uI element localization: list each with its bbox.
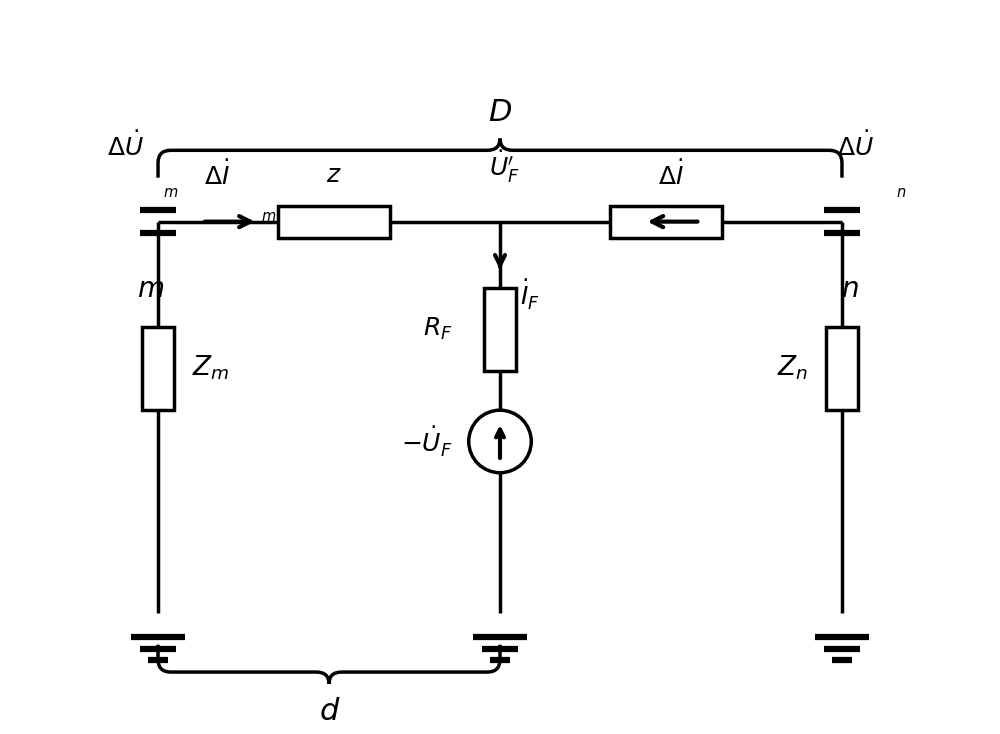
Text: $\Delta\dot{I}$: $\Delta\dot{I}$ [658,161,684,190]
Text: $\dot{I}_{F}$: $\dot{I}_{F}$ [520,278,539,312]
Bar [484,288,516,371]
Bar [826,327,858,410]
Circle shape [469,410,531,473]
Text: $m$: $m$ [137,275,164,303]
Bar [278,206,390,238]
Text: D: D [488,98,512,127]
Text: $\Delta\dot{U}$: $\Delta\dot{U}$ [107,131,144,161]
Text: $_m$: $_m$ [163,181,178,200]
Text: $Z_{n}$: $Z_{n}$ [777,354,808,382]
Bar [610,206,722,238]
Text: $_n$: $_n$ [896,181,906,200]
Text: $\dot{U}_{F}^{\prime}$: $\dot{U}_{F}^{\prime}$ [489,148,520,184]
Text: $\Delta\dot{U}$: $\Delta\dot{U}$ [837,131,874,161]
Text: $-\dot{U}_{F}$: $-\dot{U}_{F}$ [401,424,453,459]
Bar [142,327,174,410]
Text: $\Delta\dot{I}$: $\Delta\dot{I}$ [204,161,230,190]
Text: d: d [319,697,339,727]
Text: $R_{F}$: $R_{F}$ [423,316,453,342]
Text: $n$: $n$ [841,275,859,303]
Text: $Z_{m}$: $Z_{m}$ [192,354,230,382]
Text: $z$: $z$ [326,164,342,187]
Text: $_m$: $_m$ [261,204,276,224]
Text: $_n$: $_n$ [707,204,718,224]
